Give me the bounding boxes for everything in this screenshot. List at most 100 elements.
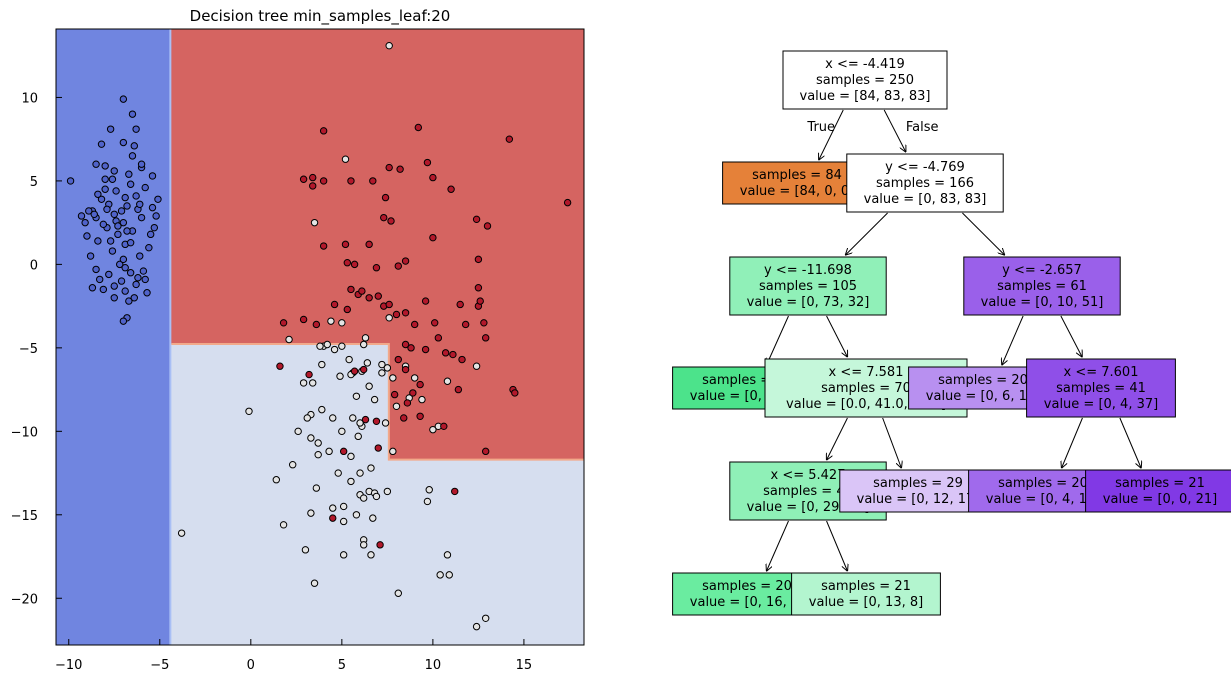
data-point-class-2	[440, 422, 448, 431]
data-point-class-1	[359, 541, 368, 549]
y-tick-label: −5	[19, 342, 38, 357]
data-point-class-1	[316, 342, 324, 350]
data-point-class-1	[347, 452, 355, 461]
data-point-class-2	[299, 175, 308, 183]
data-point-class-1	[356, 419, 364, 427]
data-point-class-1	[352, 511, 361, 519]
data-point-class-1	[325, 447, 333, 456]
plot-frame	[55, 28, 585, 646]
data-point-class-0	[126, 180, 135, 188]
data-point-class-0	[125, 170, 133, 178]
tree-edge	[845, 212, 888, 255]
data-point-class-1	[389, 374, 397, 382]
data-point-class-0	[130, 142, 138, 150]
y-tick-label: 0	[30, 258, 38, 273]
data-point-class-2	[381, 193, 390, 202]
data-point-class-1	[314, 450, 322, 459]
data-point-class-2	[401, 257, 410, 265]
data-point-class-2	[481, 334, 490, 342]
scatter-points	[66, 41, 572, 631]
tree-node-text: value = [0, 6, 14]	[926, 389, 1040, 404]
data-point-class-2	[390, 390, 399, 399]
data-point-class-0	[97, 140, 106, 148]
tree-node-box	[846, 153, 1004, 213]
data-point-class-1	[370, 395, 379, 404]
tree-node-text: samples = 41	[763, 484, 853, 499]
tree-node-text: value = [0, 4, 37]	[1044, 397, 1158, 412]
data-point-class-1	[339, 502, 348, 511]
y-axis: 10 5 0 −5 −10 −15 −20	[11, 91, 62, 607]
tree-node-text: x <= 7.581	[829, 365, 904, 380]
data-point-class-2	[319, 242, 328, 250]
data-point-class-1	[356, 469, 364, 477]
data-point-class-2	[434, 334, 443, 342]
data-point-class-0	[148, 172, 157, 180]
data-point-class-1	[443, 377, 452, 385]
data-point-class-0	[101, 162, 109, 170]
tree-edge	[1060, 315, 1082, 357]
data-point-class-2	[343, 305, 352, 314]
data-point-class-2	[414, 123, 423, 132]
tree-edge	[827, 417, 848, 460]
data-point-class-0	[88, 284, 97, 292]
plot-title: Decision tree min_samples_leaf:20	[190, 7, 451, 26]
data-point-class-1	[383, 487, 392, 496]
data-point-class-0	[137, 160, 146, 168]
data-point-class-2	[441, 349, 450, 357]
data-point-class-2	[361, 415, 370, 424]
data-point-class-0	[132, 280, 140, 289]
data-point-class-0	[128, 110, 137, 118]
data-point-class-2	[369, 177, 377, 185]
data-point-class-1	[307, 509, 315, 517]
data-point-class-1	[323, 340, 331, 349]
data-point-class-1	[436, 571, 444, 579]
data-point-class-2	[350, 367, 359, 375]
data-point-class-1	[359, 494, 368, 502]
data-point-class-2	[401, 340, 410, 349]
data-point-class-1	[429, 425, 437, 434]
data-point-class-1	[339, 517, 348, 526]
data-point-class-1	[301, 546, 310, 554]
x-tick-label: 15	[516, 658, 533, 673]
data-point-class-1	[330, 345, 339, 354]
data-point-class-0	[110, 210, 118, 219]
data-point-class-0	[119, 218, 128, 227]
data-point-class-0	[150, 223, 159, 232]
tree-node-text: value = [0, 16, 4]	[690, 595, 804, 610]
x-axis: −10 −5 0 5 10 15	[55, 639, 532, 673]
data-point-class-2	[312, 320, 321, 329]
data-point-class-0	[114, 222, 122, 230]
tree-edges: True False	[767, 109, 1142, 571]
tree-node-text: samples = 61	[997, 279, 1087, 294]
data-point-class-0	[106, 237, 115, 245]
data-point-class-1	[378, 369, 386, 377]
data-point-class-2	[563, 198, 572, 207]
tree-node-text: x <= 5.427	[771, 468, 846, 483]
data-point-class-2	[456, 300, 464, 309]
data-point-class-2	[483, 222, 492, 230]
decision-regions	[56, 29, 584, 645]
tree-edge	[962, 212, 1004, 255]
data-point-class-1	[303, 414, 311, 422]
data-point-class-1	[394, 589, 402, 597]
tree-node-box	[1085, 469, 1231, 513]
data-point-class-2	[447, 185, 455, 193]
data-point-class-1	[309, 379, 317, 387]
data-point-class-2	[276, 362, 284, 370]
data-point-class-2	[394, 355, 402, 364]
decision-region-class-2	[170, 29, 584, 344]
data-point-class-1	[359, 340, 368, 349]
tree-node-box	[729, 256, 887, 316]
data-point-class-0	[92, 265, 100, 274]
data-point-class-0	[92, 160, 100, 168]
tree-node-text: samples = 21	[1115, 476, 1205, 491]
data-point-class-0	[99, 285, 108, 294]
data-point-class-2	[309, 182, 317, 190]
data-point-class-2	[279, 319, 288, 327]
data-point-class-2	[481, 447, 490, 456]
